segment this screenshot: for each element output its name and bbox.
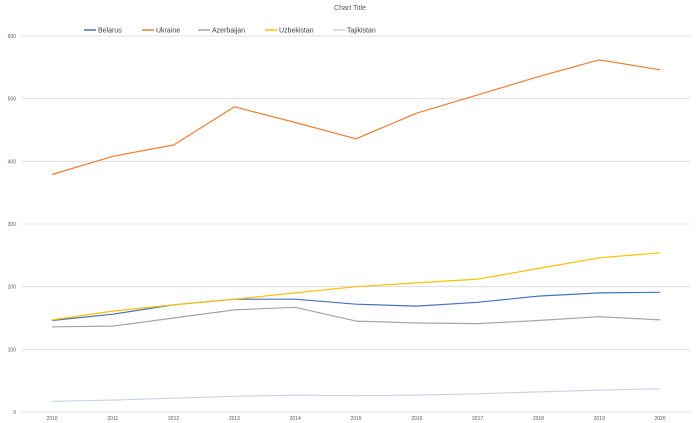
y-tick-label: 0: [13, 410, 16, 416]
legend-label: Tajikistan: [347, 28, 376, 35]
x-tick-label: 2013: [229, 416, 240, 422]
series-line-tajikistan: [51, 388, 661, 402]
y-tick-label: 100: [8, 347, 17, 353]
y-tick-label: 600: [8, 34, 17, 40]
x-tick-label: 2016: [411, 416, 422, 422]
chart-title: Chart Title: [334, 5, 366, 12]
x-tick-label: 2020: [654, 416, 665, 422]
x-tick-label: 2017: [472, 416, 483, 422]
series-line-belarus: [51, 291, 661, 322]
legend-label: Belarus: [98, 28, 122, 35]
legend-label: Uzbekistan: [279, 28, 314, 35]
x-tick-label: 2012: [168, 416, 179, 422]
x-tick-label: 2015: [350, 416, 361, 422]
x-tick-label: 2018: [533, 416, 544, 422]
y-tick-label: 400: [8, 159, 17, 165]
x-tick-label: 2010: [46, 416, 57, 422]
y-tick-label: 500: [8, 97, 17, 103]
legend-label: Azerbaijan: [212, 28, 245, 35]
series-line-ukraine: [51, 59, 661, 176]
x-tick-label: 2019: [594, 416, 605, 422]
y-tick-label: 200: [8, 285, 17, 291]
series-line-azerbaijan: [51, 306, 661, 328]
y-tick-label: 300: [8, 222, 17, 228]
series-line-uzbekistan: [51, 252, 661, 321]
legend-label: Ukraine: [156, 28, 180, 35]
x-tick-label: 2011: [107, 416, 118, 422]
x-tick-label: 2014: [290, 416, 301, 422]
